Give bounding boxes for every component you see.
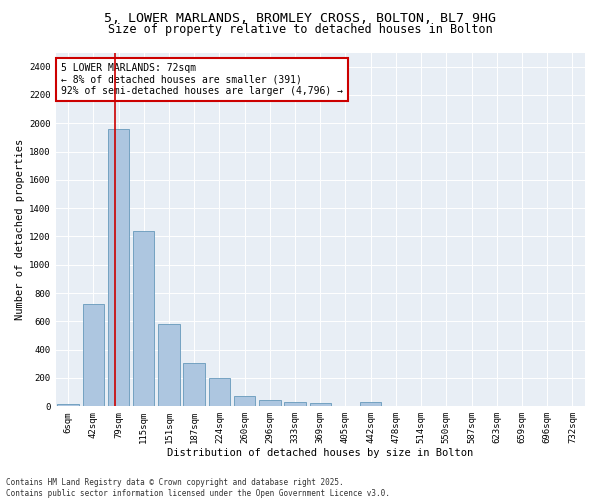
Text: Contains HM Land Registry data © Crown copyright and database right 2025.
Contai: Contains HM Land Registry data © Crown c… (6, 478, 390, 498)
Bar (209, 378, 230, 406)
Bar (284, 402, 306, 406)
Bar (133, 231, 154, 406)
Bar (108, 129, 129, 406)
Bar (58, 404, 79, 406)
Bar (158, 324, 180, 406)
Y-axis label: Number of detached properties: Number of detached properties (15, 138, 25, 320)
Bar (360, 402, 382, 406)
Text: 5, LOWER MARLANDS, BROMLEY CROSS, BOLTON, BL7 9HG: 5, LOWER MARLANDS, BROMLEY CROSS, BOLTON… (104, 12, 496, 26)
Bar (310, 402, 331, 406)
Bar (184, 363, 205, 406)
Bar (83, 304, 104, 406)
X-axis label: Distribution of detached houses by size in Bolton: Distribution of detached houses by size … (167, 448, 473, 458)
Text: 5 LOWER MARLANDS: 72sqm
← 8% of detached houses are smaller (391)
92% of semi-de: 5 LOWER MARLANDS: 72sqm ← 8% of detached… (61, 63, 343, 96)
Bar (234, 396, 256, 406)
Text: Size of property relative to detached houses in Bolton: Size of property relative to detached ho… (107, 22, 493, 36)
Bar (259, 400, 281, 406)
